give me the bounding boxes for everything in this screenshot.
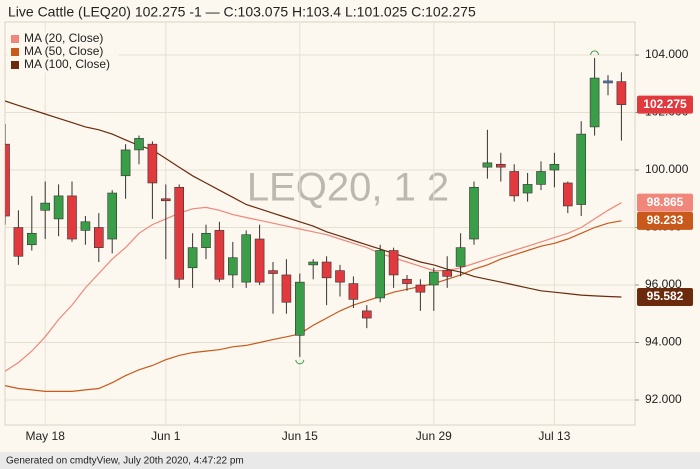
grid: 92.00094.00096.00098.000100.000102.00010… xyxy=(5,22,689,443)
high-marker xyxy=(590,50,600,56)
value-tag-label: 102.275 xyxy=(643,97,687,111)
legend-label: MA (100, Close) xyxy=(24,57,110,71)
value-tag-label: 98.865 xyxy=(647,195,684,209)
candle-body xyxy=(335,270,345,283)
candle-body xyxy=(40,202,51,211)
x-tick-label: May 18 xyxy=(26,429,66,443)
candle-body xyxy=(562,182,573,207)
candle-body xyxy=(522,184,533,194)
candle-body xyxy=(321,261,332,279)
legend-swatch xyxy=(11,35,19,43)
candle-body xyxy=(5,143,10,217)
ma-line xyxy=(5,100,622,298)
candle-body xyxy=(201,232,211,248)
candle-body xyxy=(13,227,24,257)
x-tick-label: Jun 29 xyxy=(416,429,452,443)
candle-body xyxy=(120,149,131,177)
value-tag xyxy=(637,193,693,212)
candle-body xyxy=(241,234,251,283)
ma-line xyxy=(5,220,622,392)
candle-body xyxy=(308,261,319,266)
candle-body xyxy=(603,80,613,84)
plot-area xyxy=(4,21,636,426)
candle-body xyxy=(134,138,144,151)
candle-body xyxy=(455,247,466,267)
candle-body xyxy=(482,162,493,168)
candle-body xyxy=(147,143,158,184)
y-tick-label: 92.000 xyxy=(645,392,682,406)
candle-body xyxy=(589,77,600,128)
candle-body xyxy=(415,284,426,293)
candle-body xyxy=(576,133,587,205)
ma-lines xyxy=(5,100,622,392)
candle-body xyxy=(80,221,91,231)
legend-label: MA (20, Close) xyxy=(24,31,103,45)
candle-body xyxy=(214,230,225,280)
x-tick-label: Jun 15 xyxy=(282,429,318,443)
candle-body xyxy=(428,271,439,286)
ma-line xyxy=(5,202,622,372)
x-tick-label: Jun 1 xyxy=(151,429,181,443)
candle-body xyxy=(361,310,372,319)
value-tag xyxy=(637,95,693,114)
value-tag xyxy=(637,211,693,230)
candle-body xyxy=(254,238,265,283)
watermark: LEQ20, 1 2 xyxy=(247,166,449,210)
candle-body xyxy=(67,195,77,240)
candle-body xyxy=(469,186,479,240)
footer: Generated on cmdtyView, July 20th 2020, … xyxy=(6,456,244,467)
legend-swatch xyxy=(11,61,19,69)
legend-swatch xyxy=(11,48,19,56)
candle-body xyxy=(174,186,184,280)
candle-body xyxy=(509,171,520,197)
footer-bar xyxy=(0,452,700,469)
candle-body xyxy=(348,283,359,300)
candle-body xyxy=(536,171,546,185)
y-tick-label: 94.000 xyxy=(645,335,682,349)
candle-body xyxy=(228,257,238,276)
candle-body xyxy=(294,281,305,336)
candle-body xyxy=(402,278,412,284)
candle-body xyxy=(442,270,453,277)
y-tick-label: 96.000 xyxy=(645,277,682,291)
candle-body xyxy=(161,198,171,202)
candle-body xyxy=(107,192,117,240)
legend-box xyxy=(7,31,119,73)
value-tag-label: 98.233 xyxy=(647,213,684,227)
value-tag-label: 95.582 xyxy=(647,289,684,303)
x-tick-label: Jul 13 xyxy=(538,429,570,443)
y-tick-label: 100.000 xyxy=(645,162,689,176)
candles xyxy=(5,57,627,357)
candle-body xyxy=(549,163,560,171)
candle-body xyxy=(495,163,506,168)
candle-body xyxy=(53,195,64,220)
candle-body xyxy=(616,81,627,105)
legend-label: MA (50, Close) xyxy=(24,44,103,58)
candle-body xyxy=(187,247,198,269)
chart-title: Live Cattle (LEQ20) 102.275 -1 — C:103.0… xyxy=(8,4,476,20)
candle-body xyxy=(94,227,104,248)
candle-body xyxy=(388,250,399,276)
candle-body xyxy=(375,250,386,299)
value-tag xyxy=(637,288,693,307)
y-tick-label: 104.000 xyxy=(645,47,689,61)
low-marker xyxy=(295,359,305,365)
candle-body xyxy=(268,270,278,274)
candle-body xyxy=(281,274,292,303)
candle-body xyxy=(26,232,37,246)
